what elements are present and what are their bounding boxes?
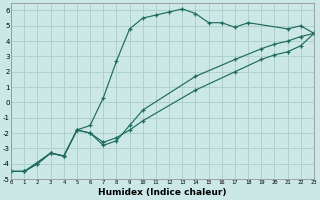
X-axis label: Humidex (Indice chaleur): Humidex (Indice chaleur) [98, 188, 227, 197]
